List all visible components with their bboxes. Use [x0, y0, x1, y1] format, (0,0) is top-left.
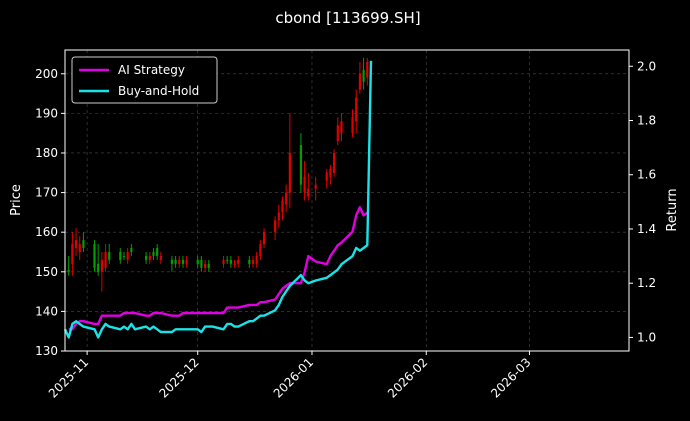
left-tick-label: 130	[35, 344, 58, 358]
candle-body	[285, 192, 288, 205]
candle-body	[178, 259, 181, 264]
candle-body	[100, 259, 103, 272]
candle-body	[108, 251, 111, 260]
left-tick-label: 180	[35, 146, 58, 160]
candle-body	[156, 248, 159, 256]
candle-body	[196, 259, 199, 264]
candle-body	[251, 259, 255, 264]
candle-body	[148, 255, 151, 260]
candle-body	[307, 188, 310, 197]
buy-and-hold-line	[63, 60, 373, 339]
candle-body	[185, 259, 188, 264]
right-tick-label: 2.0	[637, 59, 656, 73]
candle-body	[174, 259, 177, 264]
right-tick-label: 1.6	[637, 168, 656, 182]
right-tick-label: 1.4	[637, 222, 656, 236]
candle-body	[222, 259, 225, 264]
candle-body	[122, 255, 126, 257]
candle-body	[351, 117, 354, 134]
candle-body	[314, 184, 317, 189]
candle-body	[329, 168, 332, 177]
right-y-axis: 1.0 1.2 1.4 1.6 1.8 2.0	[629, 59, 656, 344]
candle-body	[229, 259, 232, 264]
candle-body	[126, 251, 129, 260]
legend-buy-and-hold-label: Buy-and-Hold	[118, 84, 199, 98]
candle-body	[248, 259, 251, 264]
candle-body	[303, 176, 306, 193]
legend: AI Strategy Buy-and-Hold	[71, 56, 218, 104]
candle-body	[159, 255, 162, 260]
candle-body	[366, 61, 369, 78]
candle-body	[299, 145, 303, 185]
left-tick-label: 170	[35, 186, 58, 200]
candle-body	[170, 259, 174, 264]
candle-body	[358, 73, 362, 90]
candle-body	[237, 259, 240, 264]
legend-ai-strategy-label: AI Strategy	[118, 63, 185, 77]
candle-body	[119, 251, 122, 260]
candle-body	[336, 125, 339, 142]
candle-body	[200, 259, 203, 268]
candle-body	[262, 232, 266, 245]
left-axis-label: Price	[9, 184, 24, 216]
candlesticks	[67, 57, 369, 292]
candle-body	[362, 69, 365, 82]
candle-body	[255, 255, 258, 264]
left-tick-label: 140	[35, 304, 58, 318]
candle-body	[67, 269, 70, 272]
right-tick-label: 1.2	[637, 276, 656, 290]
candle-body	[144, 255, 148, 260]
right-tick-label: 1.8	[637, 114, 656, 128]
candle-body	[259, 244, 262, 256]
candle-body	[355, 97, 358, 122]
candle-body	[274, 220, 277, 233]
candle-body	[152, 251, 155, 256]
left-tick-label: 200	[35, 67, 58, 81]
candle-body	[82, 240, 85, 249]
ai-strategy-line	[68, 206, 369, 331]
candle-body	[71, 244, 74, 264]
candle-body	[78, 244, 81, 252]
left-tick-label: 160	[35, 225, 58, 239]
candle-body	[207, 263, 210, 268]
candle-body	[97, 263, 100, 272]
candle-body	[93, 244, 96, 268]
right-axis-label: Return	[665, 188, 680, 231]
candle-body	[332, 152, 336, 173]
series-lines	[63, 60, 373, 339]
candle-body	[181, 259, 185, 264]
right-tick-label: 1.0	[637, 330, 656, 344]
candle-body	[325, 172, 328, 181]
candle-body	[130, 248, 133, 252]
candle-body	[340, 121, 343, 134]
chart-title: cbond [113699.SH]	[275, 9, 420, 27]
left-tick-label: 150	[35, 265, 58, 279]
candle-body	[281, 200, 284, 213]
candle-body	[288, 152, 291, 193]
candle-body	[74, 240, 78, 249]
candle-body	[277, 212, 280, 221]
candle-body	[233, 263, 236, 265]
left-tick-label: 190	[35, 106, 58, 120]
candle-body	[226, 259, 229, 261]
candle-body	[203, 263, 207, 268]
left-y-axis: 130 140 150 160 170 180 190 200	[35, 67, 65, 358]
plot-frame	[64, 49, 630, 352]
candle-body	[104, 251, 107, 268]
